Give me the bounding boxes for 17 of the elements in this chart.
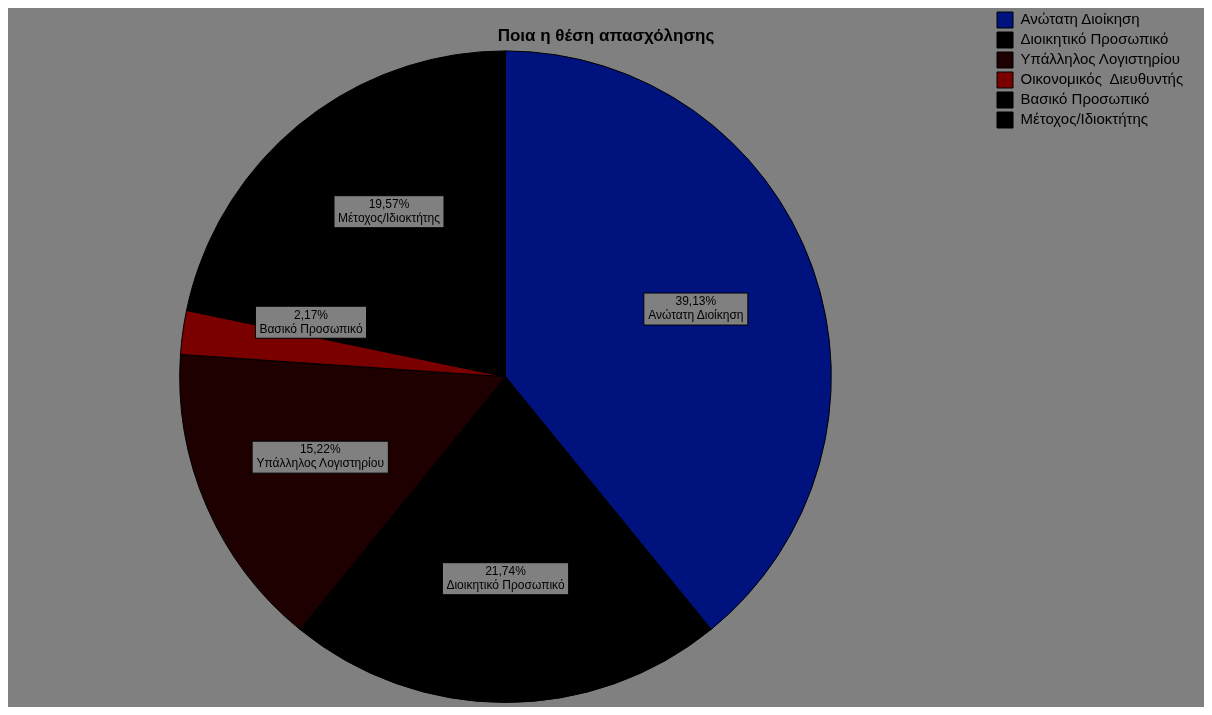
slice-label: Ανώτατη Διοίκηση bbox=[648, 308, 744, 323]
legend-label: Οικονομικός Διευθυντής bbox=[1020, 70, 1184, 88]
legend-label: Ανώτατη Διοίκηση bbox=[1020, 10, 1140, 28]
slice-label: Μέτοχος/Ιδιοκτήτης bbox=[338, 211, 441, 226]
legend-label: Μέτοχος/Ιδιοκτήτης bbox=[1020, 110, 1149, 128]
data-label: 21,74% bbox=[485, 564, 527, 579]
legend-label: Βασικό Προσωπικό bbox=[1020, 90, 1150, 108]
legend-label: Υπάλληλος Λογιστηρίου bbox=[1020, 50, 1180, 68]
text: Ποια η θέση απασχόλησης bbox=[497, 25, 715, 45]
data-label: 39,13% bbox=[675, 294, 717, 309]
slice-label: Υπάλληλος Λογιστηρίου bbox=[256, 456, 385, 471]
data-label: 19,57% bbox=[368, 197, 410, 212]
data-label: 2,17% bbox=[293, 307, 329, 322]
data-label: 15,22% bbox=[299, 442, 341, 457]
legend-label: Διοικητικό Προσωπικό bbox=[1020, 30, 1169, 48]
slice-label: Βασικό Προσωπικό bbox=[259, 321, 363, 336]
slice-label: Διοικητικό Προσωπικό bbox=[446, 578, 565, 593]
